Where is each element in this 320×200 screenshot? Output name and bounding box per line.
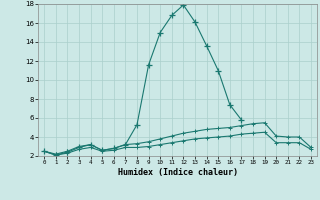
X-axis label: Humidex (Indice chaleur): Humidex (Indice chaleur) xyxy=(118,168,238,177)
